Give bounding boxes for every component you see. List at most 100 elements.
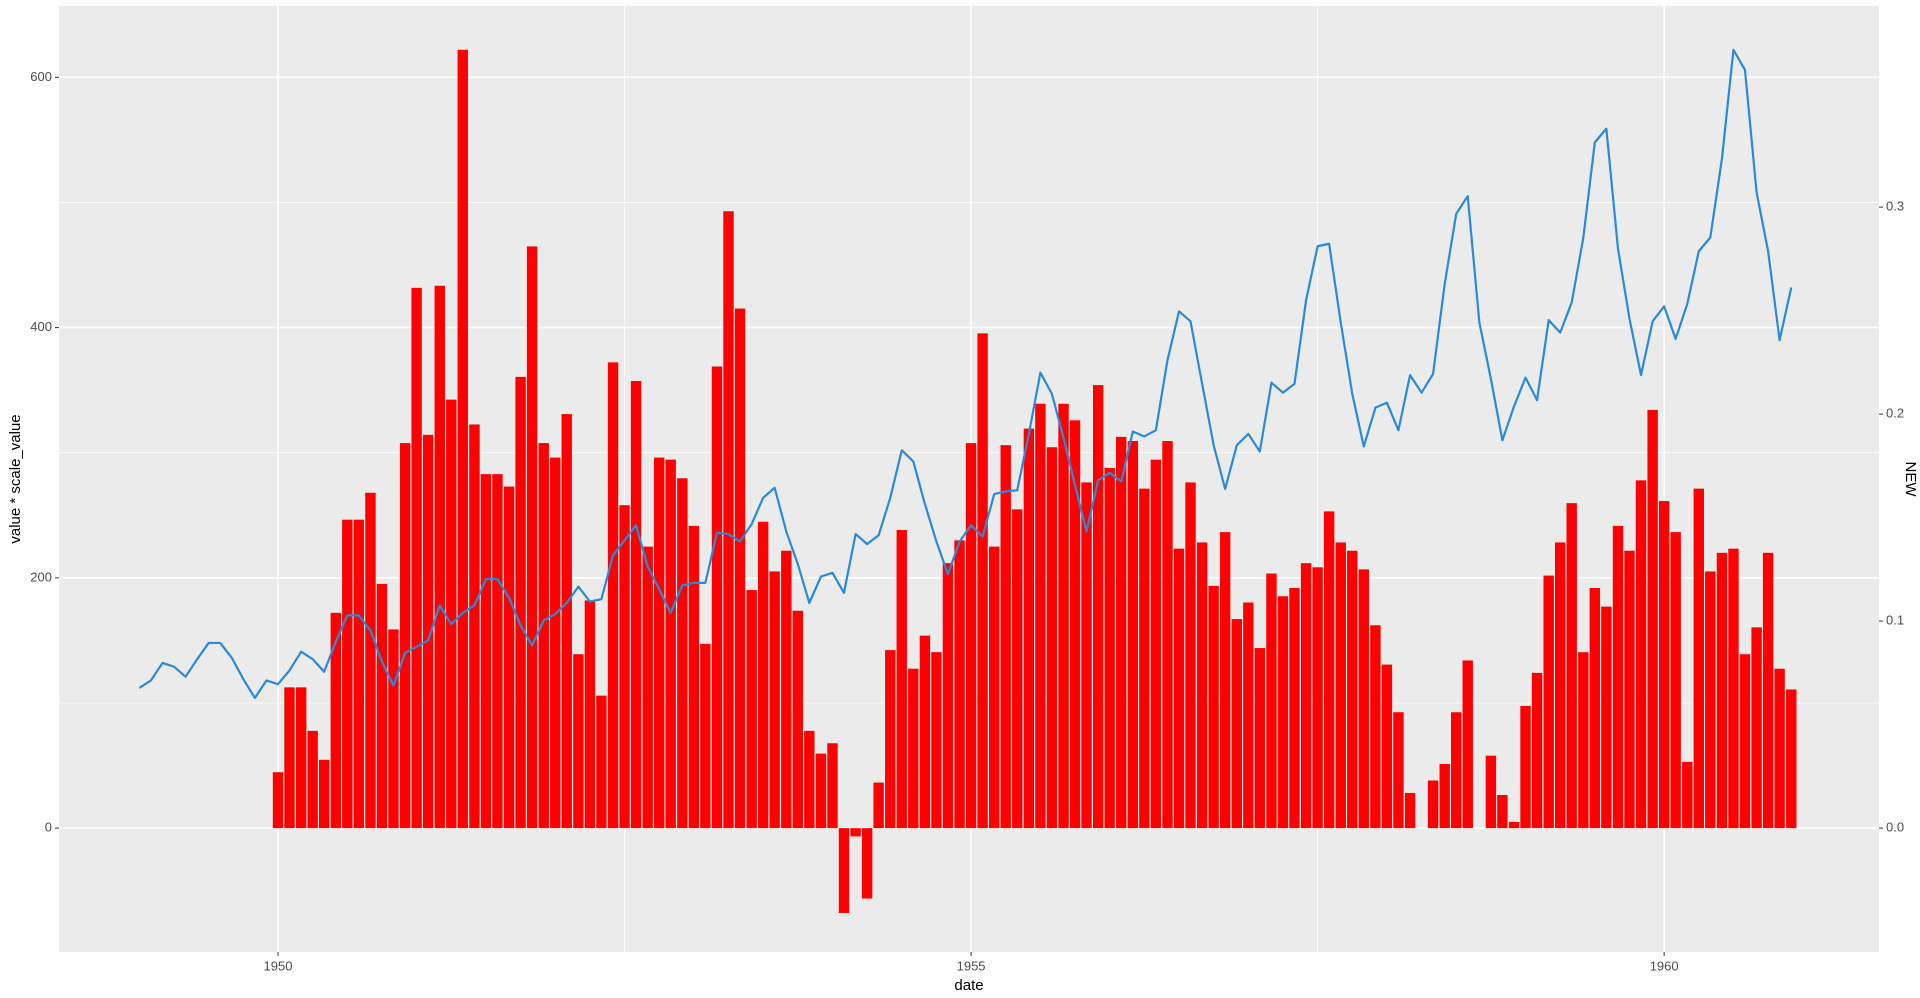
- bar: [1381, 664, 1393, 829]
- bar: [827, 743, 838, 829]
- bar: [931, 652, 942, 829]
- bar: [573, 654, 584, 829]
- bar: [1393, 712, 1404, 829]
- bar: [873, 782, 884, 829]
- bar: [1023, 428, 1035, 829]
- bar: [723, 211, 734, 829]
- bar: [1115, 436, 1127, 829]
- bar: [1081, 482, 1092, 829]
- bar: [642, 546, 653, 829]
- bar: [1566, 503, 1577, 829]
- bar: [1774, 668, 1785, 829]
- bar: [665, 459, 676, 829]
- bar: [1693, 488, 1705, 829]
- bar: [515, 376, 526, 829]
- bar: [596, 695, 607, 829]
- bar: [1647, 409, 1658, 829]
- y2-tick-label: 0.1: [1886, 613, 1904, 628]
- bar: [318, 759, 330, 829]
- bar: [1347, 550, 1358, 829]
- bar: [734, 308, 746, 829]
- bar: [711, 366, 723, 829]
- bar: [284, 687, 295, 829]
- bar: [1670, 532, 1681, 829]
- bar: [619, 505, 630, 829]
- bar: [769, 571, 780, 829]
- bar: [1451, 712, 1462, 829]
- bar: [885, 650, 896, 829]
- bar: [434, 285, 445, 829]
- bar: [1762, 552, 1774, 829]
- bar: [1069, 420, 1081, 829]
- y2-axis-title: NEW: [1902, 462, 1919, 498]
- bar: [1358, 569, 1369, 829]
- bar: [1058, 403, 1069, 829]
- bar: [1427, 780, 1439, 829]
- bar: [365, 492, 376, 829]
- bar: [1277, 596, 1289, 829]
- bar: [376, 583, 388, 829]
- bar: [896, 530, 907, 829]
- bar: [353, 519, 365, 829]
- x-tick-label: 1960: [1650, 958, 1679, 973]
- bar: [653, 457, 665, 829]
- bar: [607, 362, 619, 829]
- bar: [942, 563, 954, 829]
- y-tick-label: 200: [30, 569, 52, 584]
- bar: [989, 546, 1000, 829]
- bar: [1716, 552, 1728, 829]
- bar: [1543, 575, 1554, 829]
- bar: [388, 629, 399, 829]
- bar: [1439, 763, 1450, 829]
- bar: [422, 434, 434, 829]
- bar: [1000, 445, 1011, 829]
- bar: [1497, 795, 1508, 829]
- bar: [1520, 705, 1531, 829]
- bar: [1196, 542, 1208, 829]
- bar: [1092, 385, 1104, 829]
- bar: [457, 49, 468, 829]
- bar: [526, 246, 538, 829]
- bar: [1739, 654, 1751, 829]
- y2-tick-label: 0.0: [1886, 820, 1904, 835]
- bar: [700, 643, 711, 829]
- bar: [1150, 459, 1162, 829]
- bar: [1012, 509, 1023, 829]
- bar: [1485, 755, 1497, 829]
- bar: [1208, 585, 1219, 829]
- bar: [688, 525, 700, 829]
- bar: [1705, 571, 1716, 829]
- bar: [503, 486, 515, 829]
- x-axis-title: date: [954, 977, 983, 994]
- y2-tick-label: 0.2: [1886, 406, 1904, 421]
- bar: [584, 600, 596, 829]
- x-tick-label: 1950: [264, 958, 293, 973]
- y-tick-label: 400: [30, 319, 52, 334]
- bar: [1243, 602, 1254, 829]
- bar: [757, 521, 769, 829]
- bar: [1289, 587, 1300, 829]
- bar: [804, 730, 815, 829]
- y-tick-label: 0: [45, 820, 52, 835]
- bar: [746, 590, 757, 829]
- bar: [919, 635, 931, 829]
- bar: [1219, 532, 1231, 829]
- bar: [1300, 563, 1312, 829]
- bar: [861, 828, 873, 899]
- bar: [977, 333, 988, 829]
- bar: [1462, 660, 1473, 829]
- bar: [1046, 447, 1058, 829]
- bar: [272, 772, 284, 829]
- bar: [1404, 792, 1416, 829]
- bar: [850, 828, 861, 837]
- bar: [1635, 480, 1647, 829]
- bar: [1162, 441, 1173, 829]
- bar: [1786, 689, 1797, 829]
- bar: [1751, 627, 1762, 829]
- line: [138, 48, 1793, 700]
- bar: [1035, 403, 1046, 829]
- bar: [965, 443, 977, 829]
- bar: [630, 380, 642, 829]
